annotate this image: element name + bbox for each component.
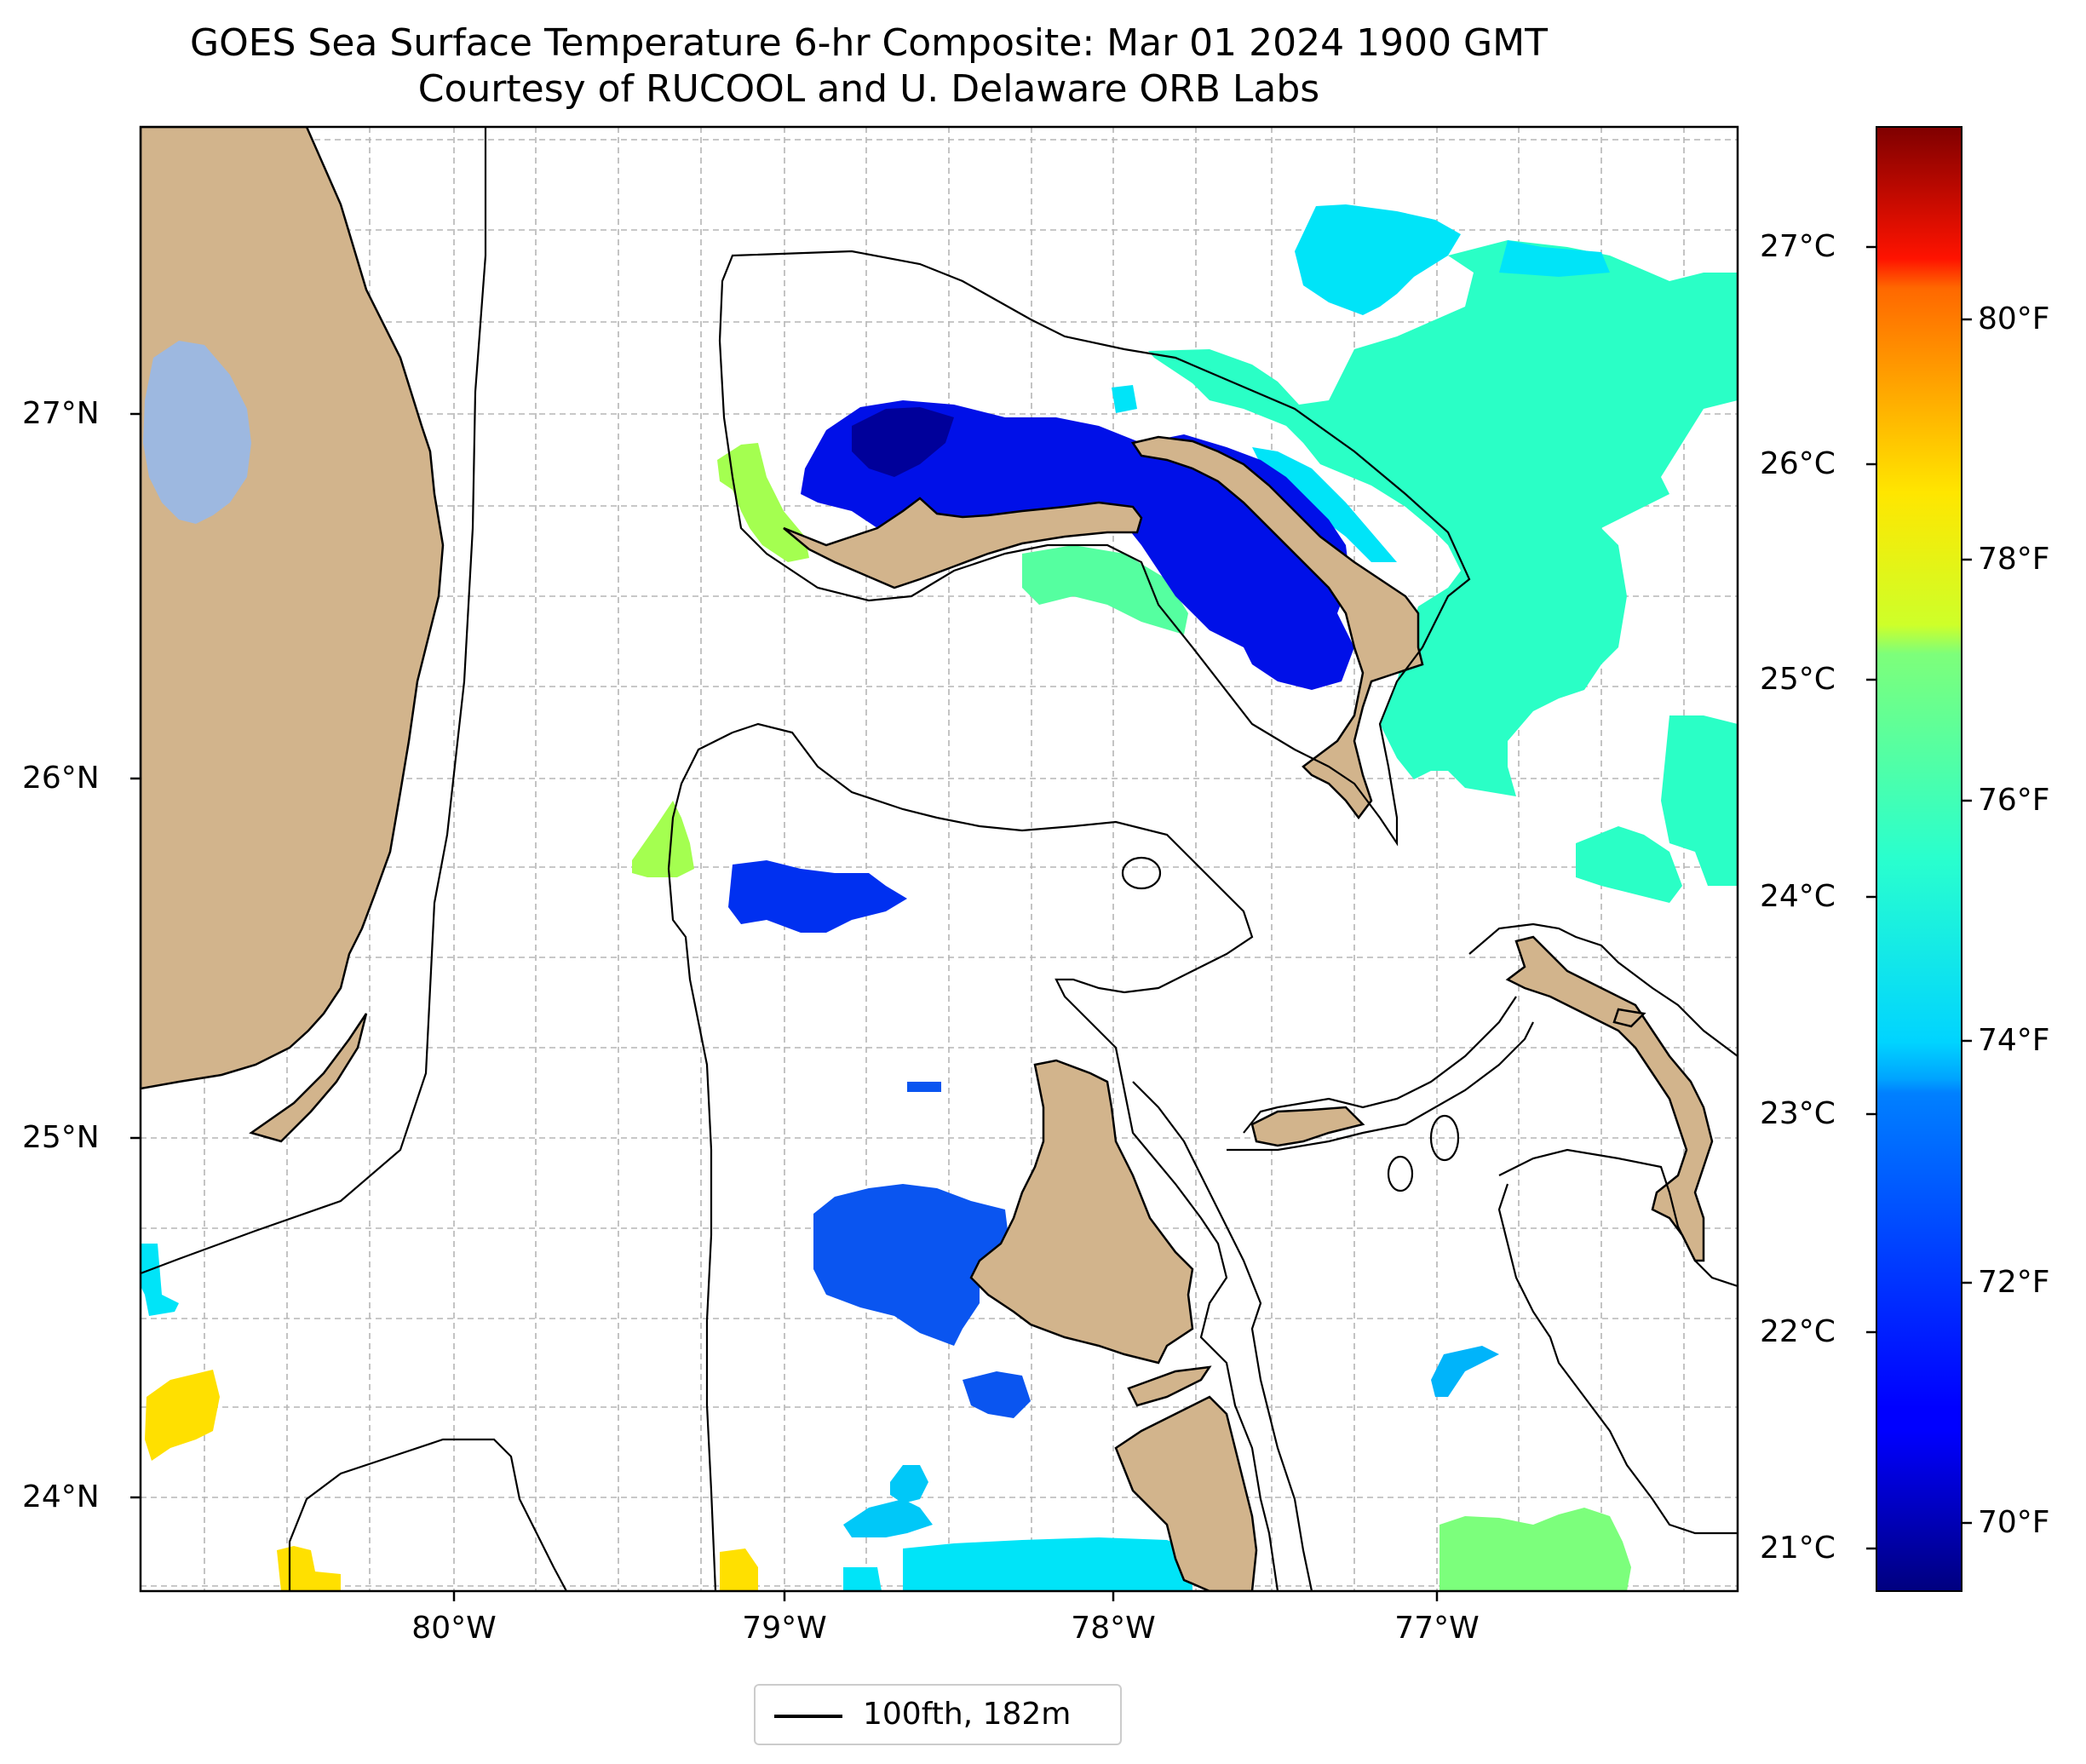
- berry-islands-east: [1612, 1008, 1646, 1028]
- lat-tick-label: 27°N: [22, 396, 100, 431]
- colorbar-celsius-label: 27°C: [1760, 229, 1836, 264]
- sst-tongue-of-ocean-south: [843, 1499, 933, 1537]
- major-ticks: [130, 412, 1439, 1601]
- contour-small-bank-1: [1429, 1114, 1460, 1162]
- contour-great-bahama-bank: [732, 722, 1313, 1591]
- grand-bahama-island: [783, 497, 1143, 589]
- contour-exuma-sound: [1497, 1148, 1738, 1535]
- contour-florida-shelf: [141, 127, 487, 1275]
- colorbar-celsius-label: 24°C: [1760, 879, 1836, 914]
- colorbar-fahrenheit-label: 80°F: [1978, 302, 2050, 336]
- lat-tick-label: 26°N: [22, 761, 100, 796]
- lon-tick-label: 80°W: [411, 1611, 497, 1646]
- sst-northeast-cyan-edge: [1295, 204, 1461, 315]
- lat-tick-label: 24°N: [22, 1480, 100, 1514]
- lon-tick-label: 79°W: [742, 1611, 827, 1646]
- sst-tongue-of-ocean-south: [1431, 1346, 1499, 1397]
- sst-northeast-warm-water: [1576, 826, 1682, 903]
- sst-northeast-cyan-edge: [1252, 447, 1397, 562]
- colorbar-fahrenheit-label: 74°F: [1978, 1023, 2050, 1058]
- sst-northeast-warm-water: [1148, 240, 1738, 796]
- colorbar: [1876, 126, 1962, 1592]
- colorbar-fahrenheit-label: 78°F: [1978, 542, 2050, 577]
- sst-andros-west-cold: [907, 1082, 941, 1092]
- map-frame: [139, 125, 1739, 1593]
- lon-tick-label: 77°W: [1394, 1611, 1480, 1646]
- colorbar-celsius-label: 21°C: [1760, 1531, 1836, 1566]
- sst-west-end-warm: [717, 443, 809, 562]
- sst-northeast-cyan-edge: [1499, 240, 1610, 277]
- sst-florida-keys-warm: [277, 1546, 341, 1591]
- lake-okeechobee: [143, 341, 251, 524]
- sst-little-bahama-bank-core: [852, 407, 954, 477]
- sst-florida-keys-warm: [720, 1549, 758, 1591]
- andros-south: [1114, 1395, 1258, 1591]
- great-abaco-island: [1130, 435, 1424, 820]
- colorbar-fahrenheit-label: 72°F: [1978, 1265, 2050, 1300]
- sst-andros-west-cold: [813, 1184, 1009, 1346]
- florida-keys: [249, 1013, 368, 1143]
- sst-tongue-of-ocean-south: [843, 1567, 882, 1591]
- sst-tongue-of-ocean-south: [903, 1537, 1192, 1591]
- sst-northeast-cyan-edge: [141, 1244, 179, 1316]
- legend: 100fth, 182m: [754, 1684, 1122, 1745]
- contour-small-bank-3: [1121, 856, 1162, 890]
- contour-eleuthera: [1227, 922, 1738, 1152]
- andros-channel-island: [1127, 1365, 1212, 1407]
- colorbar-ticks: [1866, 245, 1972, 1550]
- depth-contours: [141, 127, 1738, 1591]
- map-subtitle: Courtesy of RUCOOL and U. Delaware ORB L…: [417, 67, 1320, 111]
- colorbar-fahrenheit-label: 76°F: [1978, 783, 2050, 818]
- colorbar-celsius-label: 25°C: [1760, 662, 1836, 697]
- eleuthera-west: [1250, 1106, 1365, 1147]
- lat-tick-label: 25°N: [22, 1120, 100, 1155]
- legend-label: 100fth, 182m: [863, 1697, 1072, 1732]
- sst-florida-keys-warm: [145, 1370, 220, 1461]
- andros-island: [969, 1059, 1194, 1365]
- sst-northeast-warm-water: [1022, 545, 1188, 635]
- contour-little-bahama-bank: [718, 250, 1471, 847]
- sst-andros-west-cold: [963, 1371, 1031, 1418]
- sst-southeast-warm: [1440, 1508, 1631, 1591]
- sst-tongue-of-ocean-south: [890, 1465, 928, 1503]
- map-content: [141, 127, 1738, 1591]
- legend-line-swatch: [774, 1715, 842, 1718]
- contour-florida-keys: [288, 1438, 567, 1591]
- sst-bimini-warm: [632, 801, 694, 877]
- colorbar-celsius-label: 26°C: [1760, 446, 1836, 481]
- contour-andros-west: [667, 732, 733, 1591]
- sst-bimini-east-cold: [728, 860, 907, 933]
- sst-northeast-warm-water: [1661, 715, 1738, 886]
- colorbar-celsius-label: 23°C: [1760, 1096, 1836, 1131]
- colorbar-fahrenheit-label: 70°F: [1978, 1505, 2050, 1540]
- lon-tick-label: 78°W: [1071, 1611, 1156, 1646]
- colorbar-celsius-label: 22°C: [1760, 1314, 1836, 1349]
- map-title: GOES Sea Surface Temperature 6-hr Compos…: [189, 21, 1548, 65]
- sst-northeast-cyan-edge: [1112, 385, 1137, 413]
- contour-small-bank-2: [1387, 1155, 1414, 1192]
